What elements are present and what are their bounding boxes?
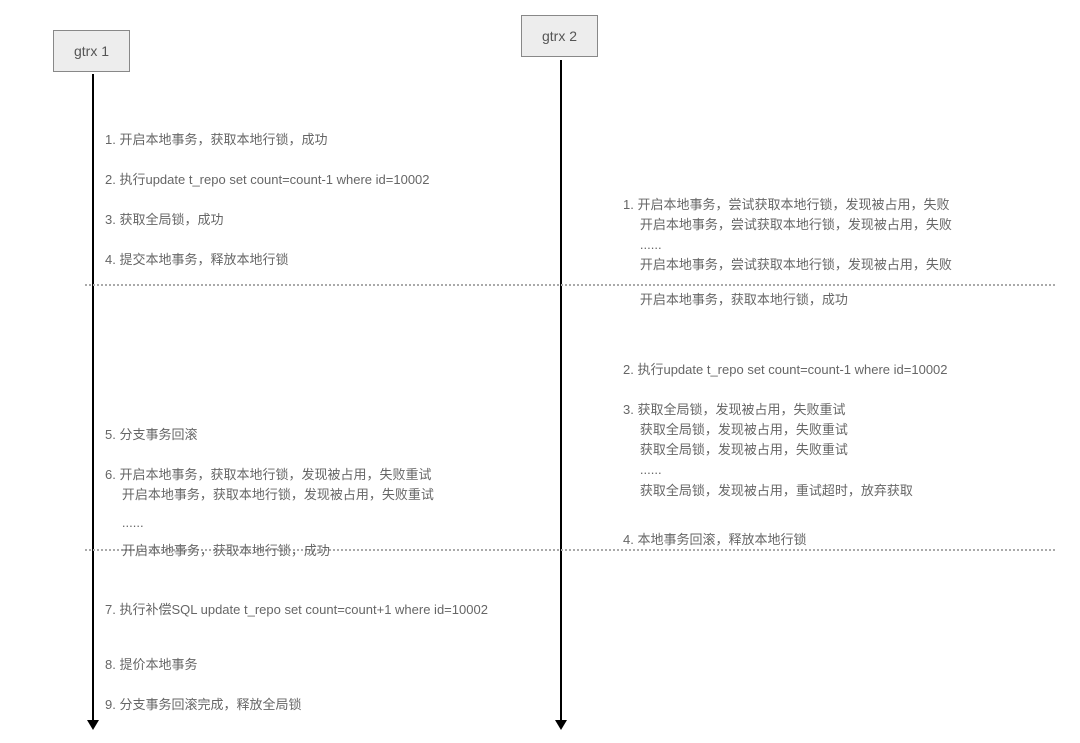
lifeline-label: gtrx 1	[74, 43, 109, 59]
step-text: 获取全局锁，发现被占用，失败重试	[637, 402, 845, 417]
step-text: 开启本地事务，获取本地行锁，成功	[119, 132, 327, 147]
left-step-9: 9. 分支事务回滚完成，释放全局锁	[105, 695, 301, 715]
step-ellipsis: ......	[105, 513, 434, 533]
right-step-4: 4. 本地事务回滚，释放本地行锁	[623, 530, 806, 550]
step-text: 开启本地事务，获取本地行锁，发现被占用，失败重试	[119, 467, 431, 482]
lifeline-box-gtrx2: gtrx 2	[521, 15, 598, 57]
step-text: 提交本地事务，释放本地行锁	[119, 252, 288, 267]
step-text: 获取全局锁，发现被占用，失败重试	[623, 420, 913, 440]
step-ellipsis: ......	[623, 235, 952, 255]
step-text: 获取全局锁，成功	[119, 212, 223, 227]
step-text: 开启本地事务，获取本地行锁，成功	[105, 541, 434, 561]
right-step-1: 1. 开启本地事务，尝试获取本地行锁，发现被占用，失败 开启本地事务，尝试获取本…	[623, 195, 952, 310]
left-step-5: 5. 分支事务回滚	[105, 425, 197, 445]
step-text: 开启本地事务，尝试获取本地行锁，发现被占用，失败	[623, 255, 952, 275]
step-num: 5.	[105, 427, 116, 442]
lifeline-gtrx2	[560, 60, 562, 720]
step-text: 开启本地事务，获取本地行锁，成功	[623, 290, 952, 310]
step-text: 执行update t_repo set count=count-1 where …	[637, 362, 947, 377]
step-num: 1.	[105, 132, 116, 147]
step-num: 4.	[623, 532, 634, 547]
step-num: 9.	[105, 697, 116, 712]
step-ellipsis: ......	[623, 460, 913, 480]
left-step-3: 3. 获取全局锁，成功	[105, 210, 223, 230]
step-num: 1.	[623, 197, 634, 212]
step-text: 分支事务回滚	[119, 427, 197, 442]
right-step-2: 2. 执行update t_repo set count=count-1 whe…	[623, 360, 948, 380]
left-step-8: 8. 提价本地事务	[105, 655, 197, 675]
step-num: 3.	[105, 212, 116, 227]
left-step-2: 2. 执行update t_repo set count=count-1 whe…	[105, 170, 430, 190]
step-text: 开启本地事务，获取本地行锁，发现被占用，失败重试	[105, 485, 434, 505]
left-step-7: 7. 执行补偿SQL update t_repo set count=count…	[105, 600, 525, 620]
lifeline-gtrx2-arrow	[555, 720, 567, 730]
step-num: 4.	[105, 252, 116, 267]
step-text: 执行update t_repo set count=count-1 where …	[119, 172, 429, 187]
step-num: 6.	[105, 467, 116, 482]
step-text: 获取全局锁，发现被占用，重试超时，放弃获取	[623, 481, 913, 501]
step-num: 2.	[105, 172, 116, 187]
left-step-1: 1. 开启本地事务，获取本地行锁，成功	[105, 130, 327, 150]
step-text: 分支事务回滚完成，释放全局锁	[119, 697, 301, 712]
lifeline-gtrx1-arrow	[87, 720, 99, 730]
step-num: 2.	[623, 362, 634, 377]
lifeline-label: gtrx 2	[542, 28, 577, 44]
left-step-6: 6. 开启本地事务，获取本地行锁，发现被占用，失败重试 开启本地事务，获取本地行…	[105, 465, 434, 562]
step-text: 提价本地事务	[119, 657, 197, 672]
step-text: 开启本地事务，尝试获取本地行锁，发现被占用，失败	[623, 215, 952, 235]
step-text: 获取全局锁，发现被占用，失败重试	[623, 440, 913, 460]
left-step-4: 4. 提交本地事务，释放本地行锁	[105, 250, 288, 270]
step-num: 8.	[105, 657, 116, 672]
lifeline-box-gtrx1: gtrx 1	[53, 30, 130, 72]
step-text: 开启本地事务，尝试获取本地行锁，发现被占用，失败	[637, 197, 949, 212]
step-text: 执行补偿SQL update t_repo set count=count+1 …	[119, 602, 487, 617]
right-step-3: 3. 获取全局锁，发现被占用，失败重试 获取全局锁，发现被占用，失败重试 获取全…	[623, 400, 913, 501]
step-num: 3.	[623, 402, 634, 417]
step-text: 本地事务回滚，释放本地行锁	[637, 532, 806, 547]
step-num: 7.	[105, 602, 116, 617]
lifeline-gtrx1	[92, 74, 94, 720]
